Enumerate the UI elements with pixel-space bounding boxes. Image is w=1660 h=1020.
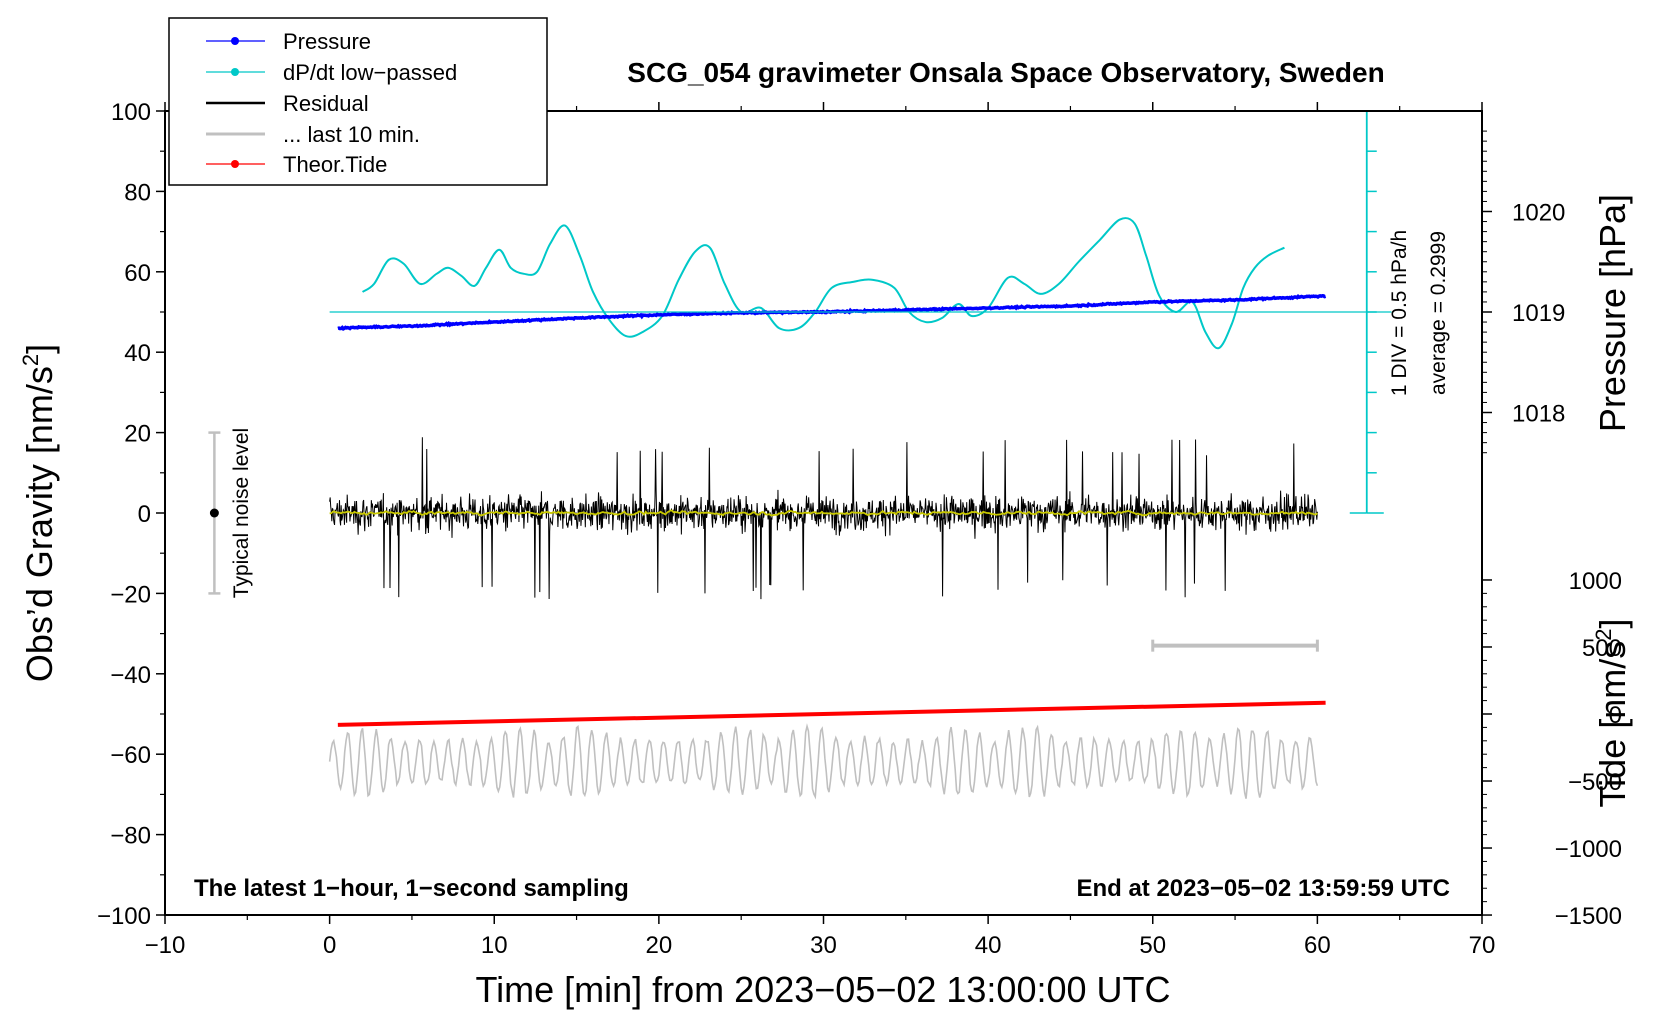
tide-tick-label: −1500 bbox=[1555, 903, 1622, 930]
series-last-10-min bbox=[328, 723, 1319, 800]
y-tick-label: 0 bbox=[138, 501, 151, 528]
pressure-axis-label: Pressure [hPa] bbox=[1592, 194, 1633, 432]
dpdt-average-label: average = 0.2999 bbox=[1427, 231, 1450, 395]
dpdt-scale-label: 1 DIV = 0.5 hPa/h bbox=[1388, 230, 1411, 396]
tide-tick-label: 1000 bbox=[1569, 568, 1622, 595]
x-tick-label: 60 bbox=[1304, 932, 1331, 959]
noise-level-label: Typical noise level bbox=[230, 428, 253, 598]
x-tick-label: 20 bbox=[646, 932, 673, 959]
y-tick-label: −60 bbox=[110, 742, 151, 769]
noise-level-center bbox=[209, 508, 219, 518]
legend-marker-tide bbox=[231, 160, 239, 168]
legend-item-residual: Residual bbox=[206, 91, 369, 116]
tide-tick-label: 500 bbox=[1582, 635, 1622, 662]
y-tick-label: 60 bbox=[124, 260, 151, 287]
y-tick-label: −20 bbox=[110, 581, 151, 608]
tide-tick-label: 0 bbox=[1609, 702, 1622, 729]
legend-label-pressure: Pressure bbox=[283, 29, 371, 54]
y-tick-label: −40 bbox=[110, 662, 151, 689]
pressure-tick-label: 1020 bbox=[1512, 200, 1565, 227]
y-tick-label: 100 bbox=[111, 99, 151, 126]
pressure-tick-label: 1019 bbox=[1512, 300, 1565, 327]
legend-item-tide: Theor.Tide bbox=[206, 152, 387, 177]
legend: Pressure dP/dt low−passed Residual ... l… bbox=[168, 17, 548, 186]
x-tick-label: −10 bbox=[145, 932, 186, 959]
tide-axis-label-main: Tide [nm/s bbox=[1592, 641, 1633, 808]
series-layer bbox=[328, 217, 1327, 800]
tide-axis-label-sup: 2 bbox=[1591, 629, 1616, 641]
tide-tick-label: −500 bbox=[1568, 769, 1622, 796]
x-tick-label: 40 bbox=[975, 932, 1002, 959]
x-tick-label: 30 bbox=[810, 932, 837, 959]
x-tick-label: 0 bbox=[323, 932, 336, 959]
overlay-layer bbox=[208, 110, 1392, 652]
y-axis-label-sup: 2 bbox=[18, 354, 43, 366]
y-axis-label: Obs’d Gravity [nm/s2] bbox=[18, 344, 60, 682]
pressure-tick-label: 1018 bbox=[1512, 401, 1565, 428]
y-tick-label: 40 bbox=[124, 340, 151, 367]
y-axis-label-main: Obs’d Gravity [nm/s bbox=[19, 366, 60, 682]
chart-title: SCG_054 gravimeter Onsala Space Observat… bbox=[627, 57, 1384, 88]
y-tick-label: 80 bbox=[124, 179, 151, 206]
legend-label-tide: Theor.Tide bbox=[283, 152, 387, 177]
series-residual bbox=[329, 437, 1318, 600]
sampling-annotation: The latest 1−hour, 1−second sampling bbox=[194, 875, 629, 902]
y-axis-label-close: ] bbox=[19, 344, 60, 354]
series-theor-tide bbox=[337, 700, 1326, 727]
plot-frame bbox=[164, 110, 1483, 916]
y-tick-label: 20 bbox=[124, 421, 151, 448]
legend-marker-dpdt bbox=[231, 68, 239, 76]
legend-marker-pressure bbox=[231, 37, 239, 45]
x-axis-label: Time [min] from 2023−05−02 13:00:00 UTC bbox=[475, 969, 1170, 1010]
tick-layer: −10 0 10 20 30 40 50 60 70−100−80−60−40−20020406… bbox=[97, 99, 1622, 959]
legend-label-last10: ... last 10 min. bbox=[283, 122, 420, 147]
series-dpdt bbox=[361, 217, 1285, 350]
y-tick-label: −100 bbox=[97, 903, 151, 930]
end-time-annotation: End at 2023−05−02 13:59:59 UTC bbox=[1076, 875, 1450, 902]
legend-label-residual: Residual bbox=[283, 91, 369, 116]
legend-item-dpdt: dP/dt low−passed bbox=[206, 60, 457, 85]
tide-axis-label: Tide [nm/s2] bbox=[1591, 619, 1633, 808]
x-tick-label: 50 bbox=[1139, 932, 1166, 959]
tide-tick-label: −1000 bbox=[1555, 836, 1622, 863]
legend-item-last10: ... last 10 min. bbox=[206, 122, 420, 147]
tide-axis-label-close: ] bbox=[1592, 619, 1633, 629]
y-tick-label: −80 bbox=[110, 823, 151, 850]
series-residual-smoothed bbox=[329, 509, 1318, 517]
x-tick-label: 10 bbox=[481, 932, 508, 959]
legend-box bbox=[168, 17, 548, 186]
legend-item-pressure: Pressure bbox=[206, 29, 371, 54]
x-tick-label: 70 bbox=[1469, 932, 1496, 959]
legend-label-dpdt: dP/dt low−passed bbox=[283, 60, 457, 85]
